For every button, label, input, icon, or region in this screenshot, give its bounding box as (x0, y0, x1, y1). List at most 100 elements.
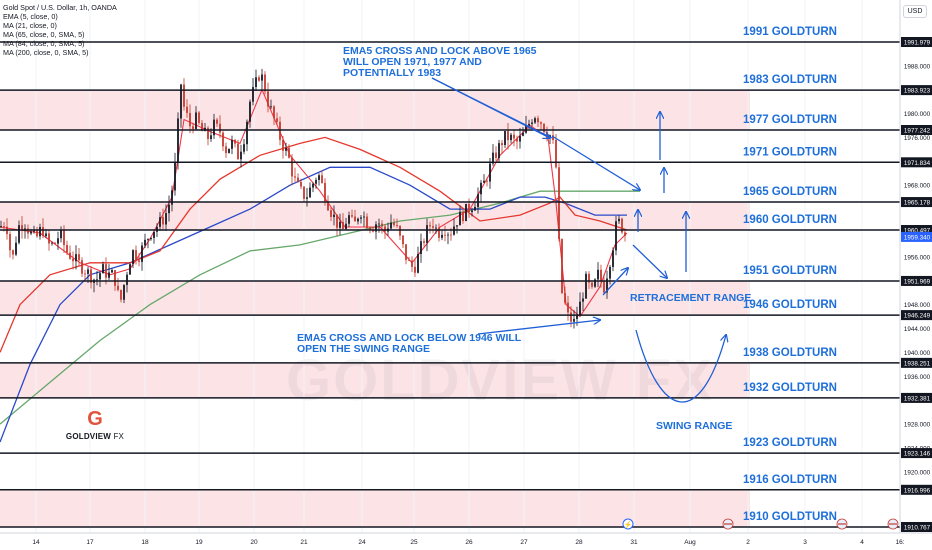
candle-body (96, 279, 98, 281)
candle-body (354, 216, 356, 222)
candle-body (561, 239, 563, 293)
candle-body (213, 119, 215, 136)
logo-g-icon: G (87, 408, 103, 430)
price-tick: 1948.000 (904, 302, 931, 309)
sr-zone (0, 362, 750, 398)
candle-body (360, 217, 362, 219)
price-tick: 1944.000 (904, 326, 931, 333)
candle-body (609, 266, 611, 279)
currency-button[interactable]: USD (903, 5, 927, 18)
candle-body (411, 260, 413, 267)
candle-body (567, 302, 569, 313)
price-axis: 1988.000 1980.000 1976.000 1968.000 1956.000… (899, 0, 932, 550)
candle-body (501, 143, 503, 145)
candle-body (525, 125, 527, 133)
time-tick: Aug (684, 539, 696, 546)
price-tag: 1971.834 (904, 160, 931, 167)
price-tag-bg (901, 522, 932, 532)
candle-body (132, 250, 134, 265)
candle-body (429, 225, 431, 227)
candle-body (144, 239, 146, 246)
candle-body (189, 112, 191, 127)
candle-body (207, 127, 209, 140)
candle-body (219, 123, 221, 133)
price-tag-bg (901, 37, 932, 47)
candle-body (381, 223, 383, 227)
study-ma65[interactable]: MA (65, close, 0, SMA, 5) (3, 30, 85, 39)
candle-body (171, 190, 173, 205)
price-tick: 1956.000 (904, 254, 931, 261)
price-tag-bg (901, 157, 932, 168)
study-ma21[interactable]: MA (21, close, 0) (3, 21, 57, 30)
candle-body (345, 223, 347, 229)
candle-body (231, 139, 233, 149)
candle-body (558, 167, 560, 240)
study-ema5[interactable]: EMA (5, close, 0) (3, 12, 58, 21)
top-note-line: POTENTIALLY 1983 (343, 67, 441, 79)
candle-body (183, 84, 185, 107)
time-tick: 19 (195, 539, 203, 546)
candle-body (228, 148, 230, 153)
bottom-note-line: EMA5 CROSS AND LOCK BELOW 1946 WILL (297, 332, 522, 344)
level-label: 1960 GOLDTURN (743, 214, 837, 226)
price-tag: 1965.178 (904, 200, 931, 207)
candle-body (483, 180, 485, 183)
candle-body (339, 221, 341, 228)
candle-body (15, 242, 17, 255)
candle-body (414, 266, 416, 273)
candle-body (252, 87, 254, 102)
level-label: 1977 GOLDTURN (743, 114, 837, 126)
price-tag-bg (901, 275, 932, 286)
candle-body (153, 231, 155, 238)
candle-body (495, 152, 497, 159)
price-tag: 1910.767 (904, 525, 931, 532)
price-tag-bg (901, 484, 932, 495)
candle-body (366, 216, 368, 228)
study-ma200[interactable]: MA (200, close, 0, SMA, 5) (3, 48, 89, 57)
candle-body (543, 123, 545, 133)
candle-body (165, 213, 167, 225)
candle-body (393, 222, 395, 226)
time-tick: 2 (746, 539, 750, 546)
level-label: 1983 GOLDTURN (743, 74, 837, 86)
candle-body (39, 227, 41, 237)
goldview-logo: G GOLDVIEW FX (60, 408, 130, 441)
price-tag-bg (901, 85, 932, 96)
price-tag: 1951.969 (904, 278, 931, 285)
retracement-label: RETRACEMENT RANGE (630, 292, 751, 304)
candle-body (450, 234, 452, 236)
candle-body (69, 252, 71, 259)
candle-body (585, 273, 587, 299)
candle-body (90, 269, 92, 283)
candle-body (420, 241, 422, 254)
candle-body (597, 269, 599, 280)
price-tag-bg (901, 197, 932, 208)
candle-body (294, 176, 296, 178)
level-label: 1965 GOLDTURN (743, 186, 837, 198)
candle-body (312, 183, 314, 188)
candle-body (279, 121, 281, 140)
candle-body (273, 106, 275, 119)
price-tick: 1940.000 (904, 350, 931, 357)
candle-body (303, 186, 305, 199)
candle-body (78, 254, 80, 261)
candle-body (459, 211, 461, 226)
candle-body (591, 282, 593, 287)
candle-body (351, 215, 353, 217)
candle-body (318, 175, 320, 180)
candle-body (255, 77, 257, 88)
candle-body (612, 250, 614, 267)
symbol-title[interactable]: Gold Spot / U.S. Dollar, 1h, OANDA (3, 3, 117, 12)
time-tick: 31 (630, 539, 638, 546)
candle-body (447, 234, 449, 236)
price-tick: 1968.000 (904, 183, 931, 190)
candle-body (327, 201, 329, 211)
drawings (431, 77, 726, 403)
price-tag: 1946.249 (904, 313, 931, 320)
price-tick: 1936.000 (904, 374, 931, 381)
price-tick: 1976.000 (904, 135, 931, 142)
study-ma84[interactable]: MA (84, close, 0, SMA, 5) (3, 39, 85, 48)
top-note-line: EMA5 CROSS AND LOCK ABOVE 1965 (343, 45, 537, 57)
candle-body (552, 135, 554, 141)
